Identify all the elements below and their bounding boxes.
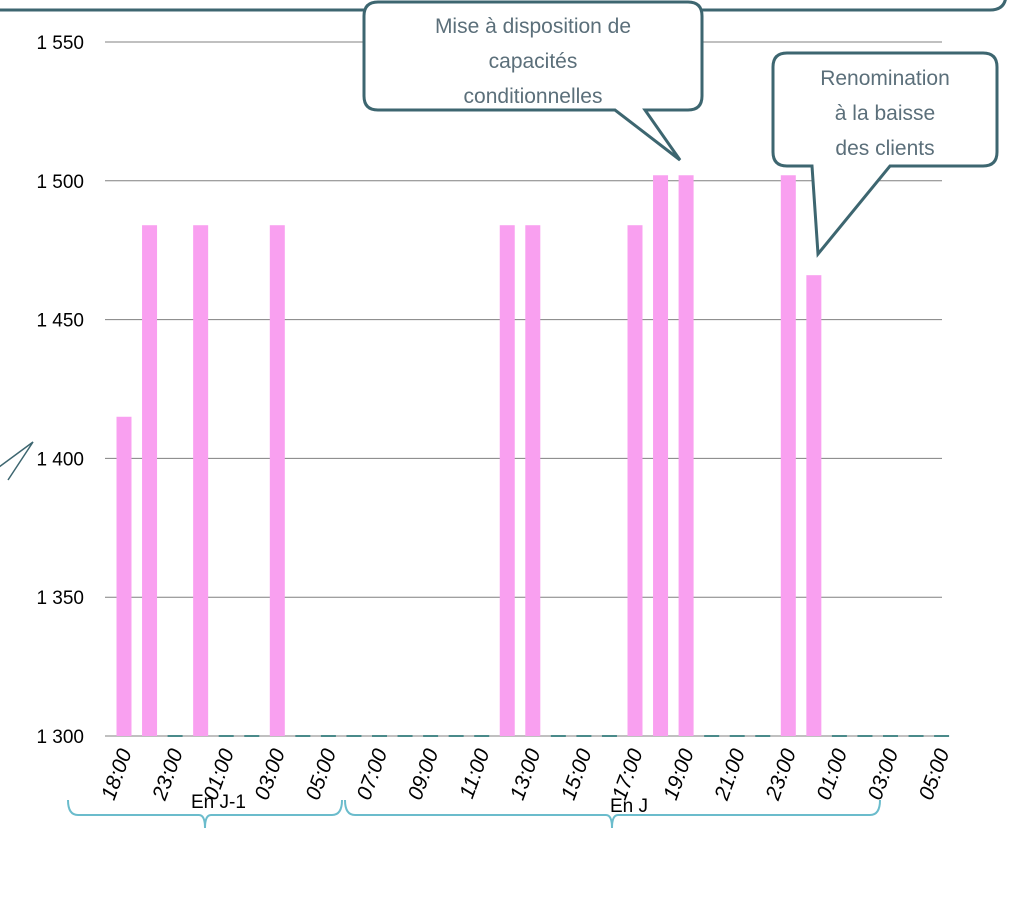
y-axis-ticks: 1 300 1 350 1 400 1 450 1 500 1 550 (36, 33, 84, 748)
group-brace (67, 799, 343, 829)
y-tick-label: 1 300 (36, 727, 84, 748)
x-tick-label: 07:00 (353, 746, 393, 804)
x-tick-label: 03:00 (864, 746, 904, 804)
y-tick-label: 1 500 (36, 172, 84, 193)
group-braces (67, 799, 881, 829)
group-label-j-1: En J-1 (191, 792, 246, 813)
group-label-j: En J (610, 796, 648, 817)
callout-capacities: Mise à disposition de capacités conditio… (362, 0, 704, 162)
y-tick-label: 1 450 (36, 311, 84, 332)
callout-capacities-line-2: capacités (489, 50, 578, 73)
x-tick-label: 19:00 (659, 746, 699, 804)
bar (499, 225, 515, 736)
x-tick-label: 17:00 (608, 746, 648, 804)
bar (116, 416, 132, 736)
bar (142, 225, 158, 736)
x-tick-label: 01:00 (813, 746, 853, 804)
callout-renomination: Renomination à la baisse des clients (771, 51, 999, 258)
x-tick-label: 15:00 (557, 746, 597, 804)
group-brace (344, 799, 881, 829)
x-tick-label: 11:00 (455, 746, 494, 802)
callout-capacities-line-3: conditionnelles (464, 85, 603, 108)
bars (116, 175, 950, 737)
x-tick-label: 09:00 (404, 746, 444, 804)
x-tick-label: 23:00 (148, 746, 188, 804)
x-tick-label: 05:00 (302, 746, 342, 804)
bar (525, 225, 541, 736)
bar (193, 225, 209, 736)
x-tick-label: 13:00 (506, 746, 546, 804)
bar (269, 225, 285, 736)
y-tick-label: 1 400 (36, 449, 84, 470)
bar (653, 175, 669, 737)
x-tick-label: 21:00 (710, 746, 750, 804)
x-tick-label: 23:00 (761, 746, 801, 804)
callout-renomination-line-2: à la baisse (835, 102, 935, 125)
left-callout-pointer (0, 441, 34, 481)
x-tick-label: 18:00 (97, 746, 137, 804)
callout-renomination-line-1: Renomination (820, 67, 950, 90)
bar (678, 175, 694, 737)
callout-renomination-line-3: des clients (835, 137, 934, 160)
y-tick-label: 1 350 (36, 588, 84, 609)
bar (806, 275, 822, 736)
y-tick-label: 1 550 (36, 33, 84, 54)
bar (780, 175, 796, 737)
bar (627, 225, 643, 736)
callout-capacities-line-1: Mise à disposition de (435, 15, 631, 38)
x-tick-label: 05:00 (915, 746, 955, 804)
x-tick-label: 03:00 (250, 746, 290, 804)
